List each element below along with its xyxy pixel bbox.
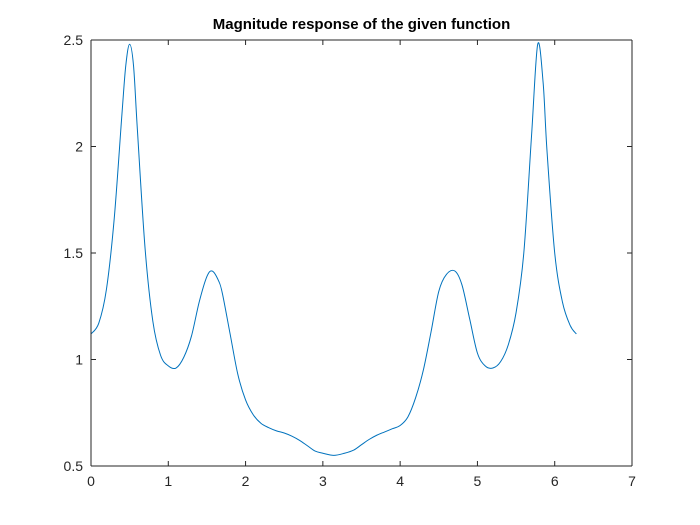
x-tick-label: 2 — [242, 473, 250, 489]
tick-layer: 0 1 2 3 4 5 6 7 0.5 1 1.5 2 2.5 — [64, 32, 637, 489]
x-tick-label: 7 — [628, 473, 636, 489]
x-tick-label: 0 — [87, 473, 95, 489]
x-tick-label: 6 — [551, 473, 559, 489]
plot-frame — [91, 40, 632, 466]
y-tick-label: 2 — [75, 139, 83, 155]
x-tick-label: 4 — [396, 473, 404, 489]
x-tick-label: 3 — [319, 473, 327, 489]
x-tick-label: 5 — [474, 473, 482, 489]
y-tick-label: 2.5 — [64, 32, 84, 48]
x-tick-label: 1 — [164, 473, 172, 489]
chart-title: Magnitude response of the given function — [213, 16, 511, 33]
series-line — [90, 42, 577, 456]
axes-lines — [90, 39, 633, 467]
y-tick-label: 0.5 — [64, 458, 84, 474]
y-tick-label: 1 — [75, 352, 83, 368]
y-tick-label: 1.5 — [64, 245, 84, 261]
